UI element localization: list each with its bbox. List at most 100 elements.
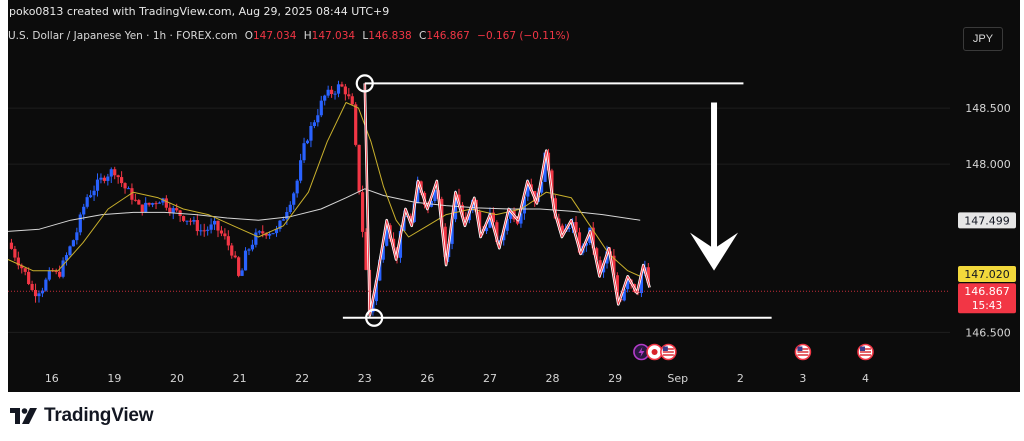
candle-body: [233, 255, 237, 258]
candle-body: [95, 179, 100, 191]
candle-body: [202, 230, 206, 232]
candle-body: [457, 194, 461, 205]
candle-body: [295, 180, 299, 194]
candle-body: [140, 204, 144, 212]
low-value: 146.838: [368, 30, 412, 42]
candle-body: [484, 227, 489, 232]
flag-stripe: [860, 351, 872, 353]
y-tick-label: 148.000: [965, 158, 1011, 171]
candle-body: [212, 220, 217, 225]
flag-sun: [651, 349, 658, 355]
candle-body: [44, 279, 48, 291]
tradingview-logo[interactable]: TradingView: [10, 405, 154, 427]
ma-slow-price-label-box: [958, 212, 1016, 229]
down-arrow-head: [690, 232, 739, 271]
y-tick-label: 146.500: [965, 326, 1011, 339]
candle-body: [522, 196, 526, 214]
ma-fast-price-label-box: [958, 266, 1016, 283]
candle-body: [85, 197, 89, 207]
last-price-label-box: [958, 283, 1016, 314]
candle-body: [106, 176, 110, 181]
x-tick-label: 23: [358, 372, 372, 385]
flag-stripe: [662, 354, 674, 356]
candle-body: [54, 271, 58, 273]
candle-body: [409, 215, 413, 222]
grid: [8, 107, 950, 333]
candle-body: [553, 198, 557, 219]
candle-body: [89, 195, 93, 198]
candle-body: [99, 177, 103, 180]
last-price-label: 146.867 15:43: [958, 283, 1016, 314]
candle-body: [357, 144, 361, 193]
candle-body: [543, 152, 547, 182]
candle-body: [243, 250, 248, 271]
candle-body: [626, 279, 630, 290]
countdown-text: 15:43: [972, 300, 1002, 312]
candle-body: [116, 175, 120, 178]
candle-body: [130, 188, 134, 200]
us-flag-icon: [660, 343, 677, 361]
candle-body: [168, 207, 172, 213]
candle-body: [261, 231, 265, 234]
symbol-title: U.S. Dollar / Japanese Yen · 1h · FOREX.…: [8, 30, 238, 42]
candle-body: [16, 257, 20, 266]
low-label: L: [362, 30, 369, 42]
candle-body: [75, 232, 79, 241]
candle-body: [354, 104, 358, 145]
candle-body: [526, 184, 530, 197]
flag-stripe: [662, 351, 674, 353]
candle-body: [82, 206, 86, 215]
candle-body: [27, 271, 31, 285]
ma-slow-price-label-text: 147.499: [964, 214, 1010, 227]
candle-body: [336, 84, 341, 94]
close-label: C: [419, 30, 427, 42]
candle-body: [247, 249, 251, 251]
flag-canton: [860, 346, 866, 351]
candle-body: [20, 265, 24, 269]
candle-body: [109, 169, 113, 177]
candle-body: [347, 94, 351, 97]
candle-body: [381, 245, 385, 260]
candle-body: [360, 192, 365, 232]
x-tick-label: 29: [608, 372, 622, 385]
candle-body: [206, 229, 210, 231]
candle-body: [250, 244, 255, 250]
candle-body: [47, 270, 51, 280]
candle-body: [595, 248, 599, 261]
candle-body: [584, 242, 588, 246]
us-flag-icon: [794, 343, 812, 361]
flag-stripe: [797, 348, 809, 350]
candle-body: [23, 268, 27, 272]
candle-body: [433, 190, 437, 201]
candle-body: [195, 220, 199, 232]
x-tick-label: 19: [107, 372, 121, 385]
candle-body: [264, 233, 268, 236]
candle-body: [574, 222, 578, 233]
lightning-event-icon: [633, 343, 650, 361]
ma-slow-price-label: 147.499: [958, 212, 1016, 229]
currency-button[interactable]: JPY: [963, 27, 1003, 51]
high-label: H: [303, 30, 312, 42]
x-tick-label: 4: [862, 372, 869, 385]
candle-body: [539, 181, 544, 193]
candle-body: [350, 96, 354, 105]
attribution-text: poko0813 created with TradingView.com, A…: [9, 5, 390, 18]
candle-body: [364, 231, 368, 270]
candle-body: [319, 100, 323, 116]
candle-body: [133, 199, 137, 201]
candle-body: [340, 84, 344, 87]
x-tick-label: Sep: [667, 372, 688, 385]
lightning-glyph: [638, 347, 645, 357]
candle-body: [64, 255, 69, 261]
ma-fast-price-label-text: 147.020: [964, 268, 1010, 281]
candle-body: [440, 198, 444, 227]
high-value: 147.034: [311, 30, 356, 42]
candle-body: [33, 289, 38, 297]
candle-body: [113, 169, 117, 176]
chart-frame: [8, 0, 1020, 392]
candle-body: [639, 273, 644, 293]
candle-body: [598, 260, 602, 273]
candle-body: [219, 230, 224, 234]
candle-body: [68, 246, 72, 256]
